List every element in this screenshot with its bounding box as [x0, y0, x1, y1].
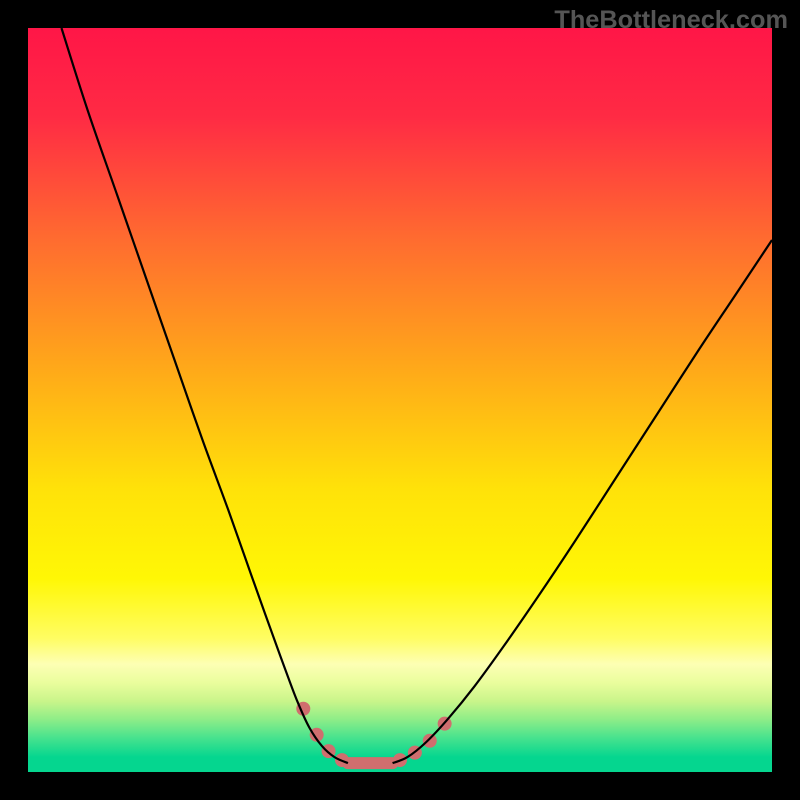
watermark: TheBottleneck.com — [554, 6, 788, 35]
plot-area — [28, 28, 772, 772]
curve-right-branch — [393, 240, 772, 763]
curve-marker — [423, 734, 437, 748]
curve-left-branch — [61, 28, 347, 763]
curve-layer — [28, 28, 772, 772]
